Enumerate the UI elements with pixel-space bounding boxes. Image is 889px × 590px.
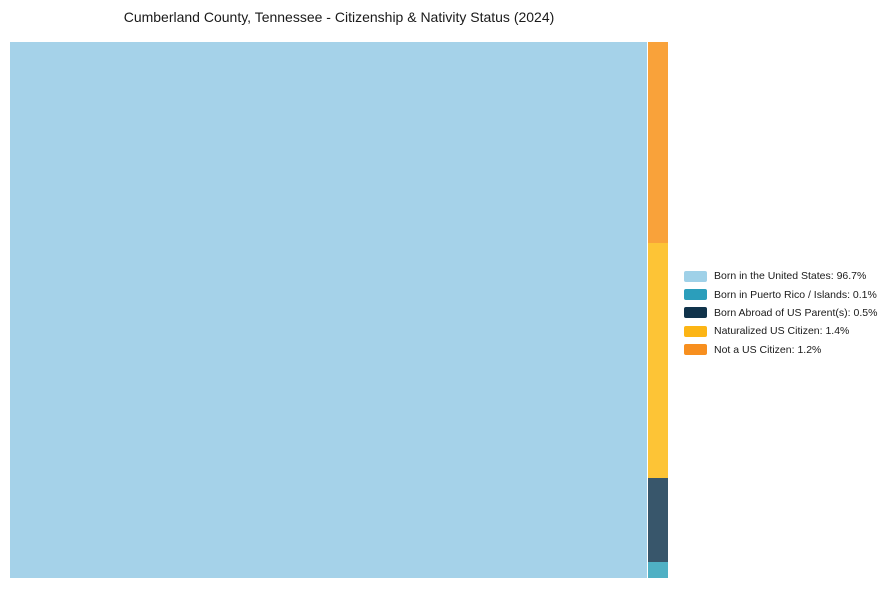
legend-item-label: Naturalized US Citizen: 1.4% bbox=[714, 325, 850, 338]
legend-item-label: Born in the United States: 96.7% bbox=[714, 270, 867, 283]
chart-title: Cumberland County, Tennessee - Citizensh… bbox=[123, 9, 555, 25]
legend-swatch-icon bbox=[684, 307, 707, 319]
legend-swatch-icon bbox=[684, 325, 707, 337]
treemap-tile-born-in-puerto-rico-islands bbox=[648, 562, 668, 578]
legend-item-naturalized-us-citizen: Naturalized US Citizen: 1.4% bbox=[684, 322, 877, 340]
treemap-tile-not-a-us-citizen bbox=[648, 42, 668, 243]
treemap-tile-born-abroad-of-us-parent-s bbox=[648, 478, 668, 562]
legend-swatch-icon bbox=[684, 344, 707, 356]
treemap-tile-naturalized-us-citizen bbox=[648, 243, 668, 478]
legend-item-not-a-us-citizen: Not a US Citizen: 1.2% bbox=[684, 341, 877, 359]
treemap-plot bbox=[10, 42, 668, 578]
legend-item-label: Born in Puerto Rico / Islands: 0.1% bbox=[714, 288, 877, 301]
legend-item-born-in-puerto-rico-islands: Born in Puerto Rico / Islands: 0.1% bbox=[684, 285, 877, 303]
legend-item-born-abroad-of-us-parent-s: Born Abroad of US Parent(s): 0.5% bbox=[684, 304, 877, 322]
legend-item-born-in-the-united-states: Born in the United States: 96.7% bbox=[684, 267, 877, 285]
legend-swatch-icon bbox=[684, 289, 707, 301]
legend: Born in the United States: 96.7% Born in … bbox=[684, 267, 877, 359]
legend-item-label: Not a US Citizen: 1.2% bbox=[714, 343, 822, 356]
legend-swatch-icon bbox=[684, 270, 707, 282]
treemap-tile-born-in-the-united-states bbox=[10, 42, 647, 578]
legend-item-label: Born Abroad of US Parent(s): 0.5% bbox=[714, 306, 878, 319]
